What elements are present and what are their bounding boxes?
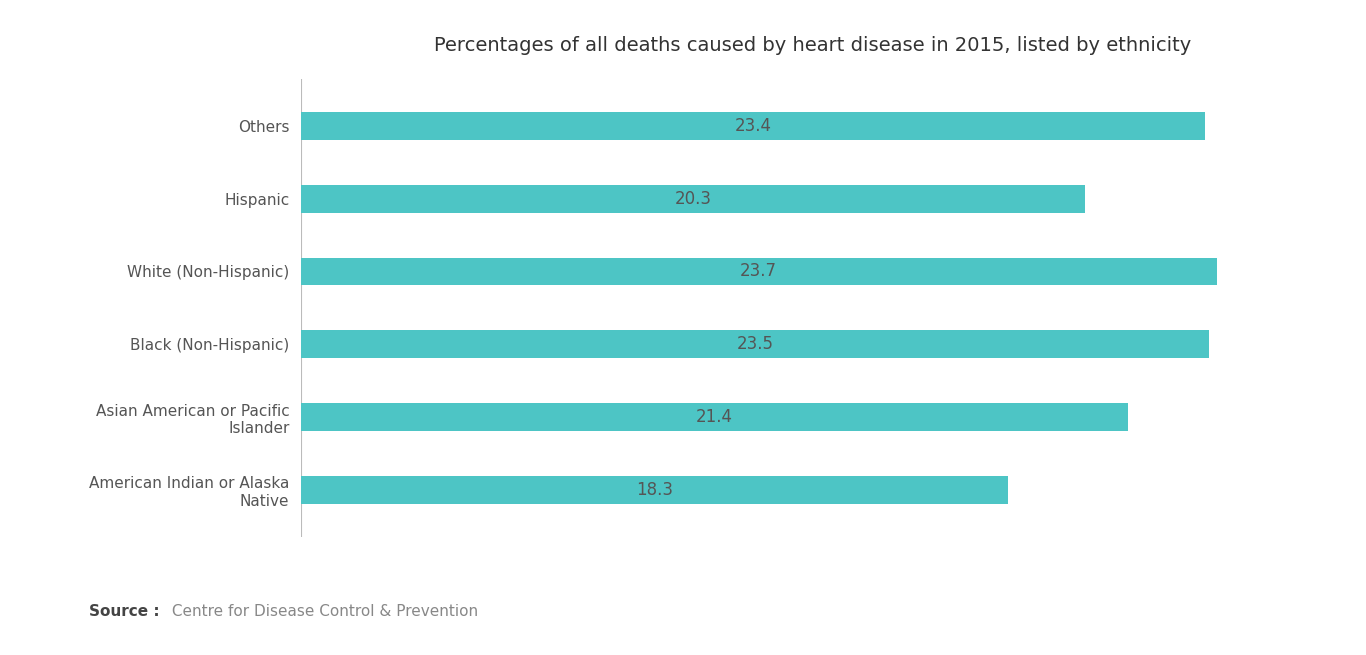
Text: Percentages of all deaths caused by heart disease in 2015, listed by ethnicity: Percentages of all deaths caused by hear… bbox=[434, 36, 1191, 55]
Bar bbox=[301, 330, 1209, 358]
Bar bbox=[301, 403, 1128, 431]
Text: Centre for Disease Control & Prevention: Centre for Disease Control & Prevention bbox=[167, 604, 478, 619]
Text: Source :: Source : bbox=[89, 604, 160, 619]
Text: 20.3: 20.3 bbox=[675, 190, 712, 208]
Bar bbox=[301, 257, 1217, 286]
Bar bbox=[301, 185, 1086, 212]
Text: 23.5: 23.5 bbox=[736, 335, 773, 353]
Bar bbox=[301, 112, 1205, 140]
Text: 21.4: 21.4 bbox=[695, 408, 732, 426]
Bar bbox=[301, 476, 1008, 504]
Text: 23.7: 23.7 bbox=[740, 263, 777, 280]
Text: 18.3: 18.3 bbox=[635, 481, 673, 499]
Text: 23.4: 23.4 bbox=[735, 117, 772, 135]
